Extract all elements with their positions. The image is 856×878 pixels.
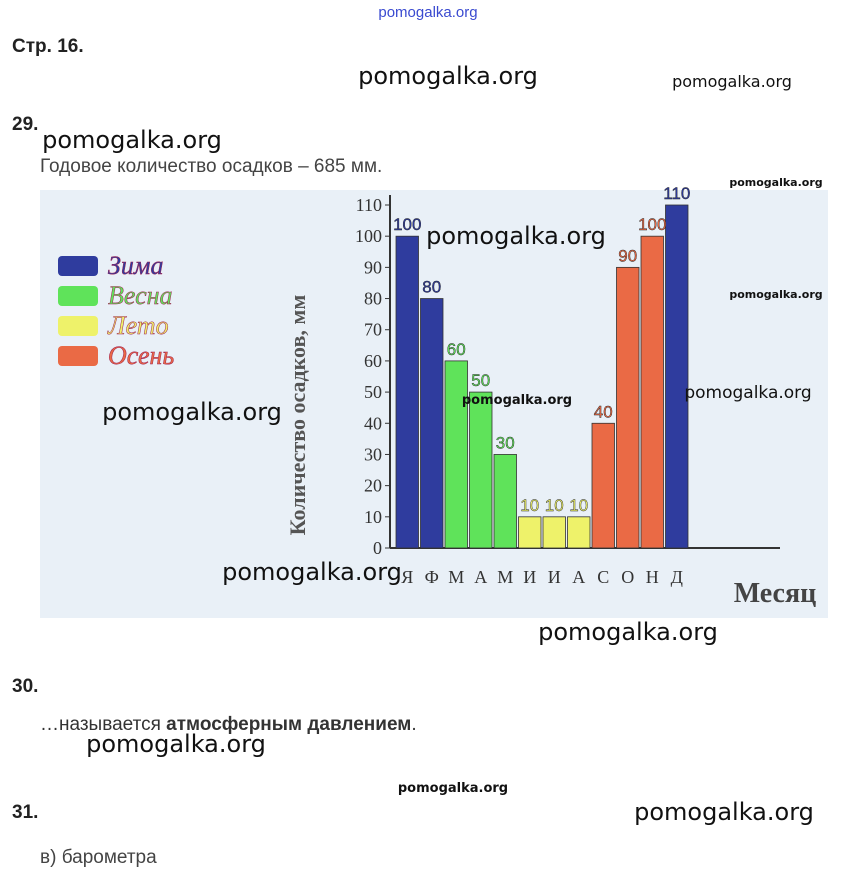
x-axis-label: Месяц xyxy=(734,578,817,609)
legend-swatch xyxy=(58,256,98,276)
legend-label: Лето xyxy=(107,311,169,340)
y-axis-label: Количество осадков, мм xyxy=(285,295,310,536)
data-label: 10 xyxy=(569,496,588,515)
x-tick-label: А xyxy=(474,567,487,587)
legend-swatch xyxy=(58,346,98,366)
section-number: 30. xyxy=(12,676,38,697)
text: . xyxy=(411,714,416,735)
legend-label: Осень xyxy=(108,341,174,370)
x-tick-label: Н xyxy=(646,567,659,587)
data-label: 40 xyxy=(594,402,613,421)
x-tick-label: М xyxy=(448,567,464,587)
watermark: pomogalka.org xyxy=(86,730,266,758)
x-tick-label: И xyxy=(548,567,561,587)
data-label: 110 xyxy=(663,184,690,203)
text: …называется xyxy=(40,714,166,735)
bar xyxy=(420,298,444,549)
section-text: в) барометра xyxy=(40,847,157,868)
watermark: pomogalka.org xyxy=(684,383,811,403)
legend-label: Зима xyxy=(108,251,163,280)
watermark: pomogalka.org xyxy=(462,393,572,408)
y-tick-label: 20 xyxy=(364,476,382,496)
x-tick-label: С xyxy=(597,567,609,587)
watermark: pomogalka.org xyxy=(358,62,538,90)
x-tick-label: И xyxy=(523,567,536,587)
y-tick-label: 70 xyxy=(364,320,382,340)
x-tick-label: М xyxy=(497,567,513,587)
bar xyxy=(665,204,689,549)
x-tick-label: Д xyxy=(671,567,683,587)
bar xyxy=(542,516,566,549)
bar xyxy=(493,454,517,549)
section-number: 29. xyxy=(12,114,38,135)
watermark: pomogalka.org xyxy=(729,176,822,189)
section-text: …называется атмосферным давлением. xyxy=(40,714,417,735)
x-tick-label: А xyxy=(572,567,585,587)
data-label: 50 xyxy=(471,371,490,390)
y-tick-label: 100 xyxy=(355,226,382,246)
data-label: 30 xyxy=(496,433,515,452)
bold-text: атмосферным давлением xyxy=(166,714,411,735)
y-tick-label: 30 xyxy=(364,444,382,464)
bar xyxy=(444,360,468,549)
legend-swatch xyxy=(58,316,98,336)
data-label: 100 xyxy=(393,215,421,234)
bar xyxy=(518,516,542,549)
watermark: pomogalka.org xyxy=(426,222,606,250)
x-tick-label: Ф xyxy=(425,567,439,587)
y-tick-label: 10 xyxy=(364,507,382,527)
legend-label: Весна xyxy=(108,281,173,310)
legend-swatch xyxy=(58,286,98,306)
watermark: pomogalka.org xyxy=(729,288,822,301)
bar xyxy=(567,516,591,549)
watermark: pomogalka.org xyxy=(42,126,222,154)
data-label: 10 xyxy=(520,496,539,515)
watermark: pomogalka.org xyxy=(222,558,402,586)
x-tick-label: О xyxy=(621,567,634,587)
bar xyxy=(469,391,493,549)
watermark: pomogalka.org xyxy=(398,781,508,796)
site-link: pomogalka.org xyxy=(378,4,477,21)
y-tick-label: 90 xyxy=(364,257,382,277)
section-number: 31. xyxy=(12,802,38,823)
watermark: pomogalka.org xyxy=(102,398,282,426)
y-tick-label: 40 xyxy=(364,413,382,433)
data-label: 60 xyxy=(447,340,466,359)
page-header: Стр. 16. xyxy=(12,36,84,57)
watermark: pomogalka.org xyxy=(538,618,718,646)
data-label: 10 xyxy=(545,496,564,515)
data-label: 90 xyxy=(618,246,637,265)
watermarks: pomogalka.org pomogalka.org pomogalka.org p… xyxy=(42,62,823,826)
y-tick-label: 0 xyxy=(373,538,382,558)
data-label: 80 xyxy=(422,278,441,297)
bar xyxy=(616,266,640,549)
y-tick-label: 110 xyxy=(356,195,382,215)
x-tick-label: Я xyxy=(401,567,413,587)
y-tick-label: 80 xyxy=(364,289,382,309)
bar xyxy=(640,235,664,549)
bar xyxy=(395,235,419,549)
data-label: 100 xyxy=(638,215,666,234)
watermark: pomogalka.org xyxy=(672,72,792,91)
watermark: pomogalka.org xyxy=(634,798,814,826)
y-tick-label: 50 xyxy=(364,382,382,402)
y-tick-label: 60 xyxy=(364,351,382,371)
section-text: Годовое количество осадков – 685 мм. xyxy=(40,156,382,177)
bar xyxy=(591,422,615,549)
